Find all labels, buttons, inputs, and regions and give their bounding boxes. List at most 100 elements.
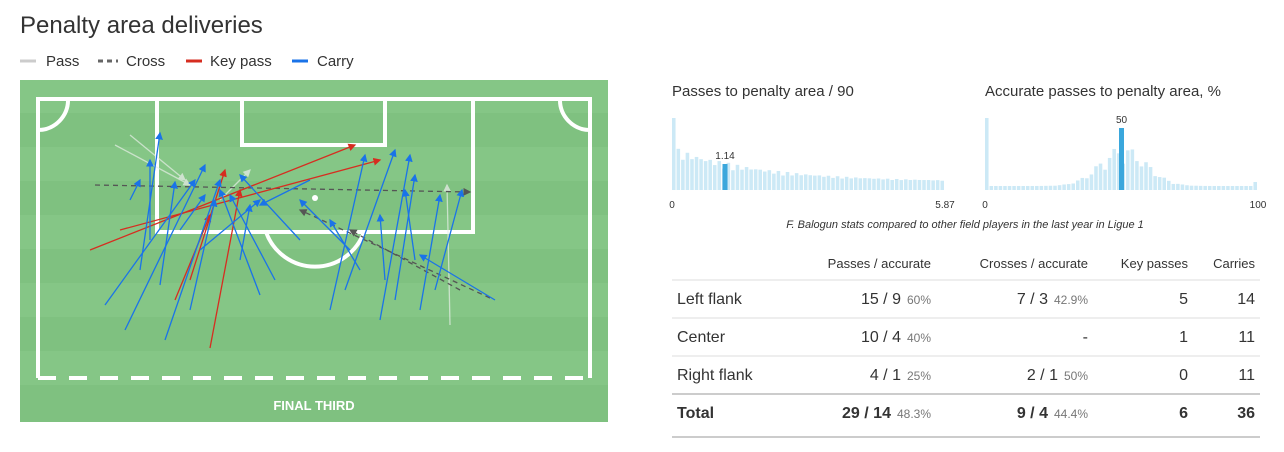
hist-bar [863,178,867,190]
hist-bar [917,179,922,190]
hist-bar [1085,178,1089,190]
hist-bar [1135,161,1139,190]
hist-value: 50 [1116,115,1128,126]
cell-value: 15 / 9 [861,291,901,308]
cell-percent: 42.9% [1054,293,1088,307]
hist-bar [1226,185,1230,190]
hist-bar [1112,148,1116,190]
hist-bar [931,180,935,190]
hist-bar [908,180,913,190]
cell: 5 [1179,291,1188,308]
column-header: Passes / accurate [828,256,931,271]
hist-bar [985,118,989,190]
hist-bar [1035,185,1039,190]
cell: 6 [1179,405,1188,422]
hist-bar [726,162,731,190]
legend-label: Cross [126,53,165,70]
hist-bar [885,178,890,190]
legend: Pass Cross Key pass Carry [20,53,354,70]
hist-bar [1039,185,1044,190]
hist-value: 1.14 [715,151,735,162]
cell: 4 / 1 25% [870,367,931,384]
cell-value: 2 / 1 [1027,367,1058,384]
cell-percent: 48.3% [897,407,931,421]
cell-value: 7 / 3 [1017,291,1048,308]
cell: 14 [1237,291,1255,308]
hist-bar [1157,177,1162,190]
row-label: Total [677,405,714,422]
hist-bar [840,178,844,190]
hist-bar [794,173,799,190]
cell-percent: 44.4% [1054,407,1088,421]
hist-bar [926,180,931,190]
row-label: Center [677,329,726,346]
title: Penalty area deliveries [20,12,263,39]
hist-bar [1198,185,1203,190]
hist-bar [1025,185,1030,190]
hist-bar [1076,180,1080,190]
hist-bar [1221,185,1226,190]
hist-bar [1167,180,1171,190]
hist-max: 100 [1250,200,1267,211]
hist-bar [1089,174,1094,190]
row-label: Left flank [677,291,743,308]
hist-bar [1176,183,1180,190]
hist-bar [835,176,840,190]
hist-bar [1062,184,1066,190]
hist-bar [1194,185,1198,190]
hist-bar [1207,185,1212,190]
legend-label: Pass [46,53,79,70]
hist-bar [913,179,917,190]
table: Passes / accurate Crosses / accurate Key p… [672,256,1260,438]
hist-bar [1103,169,1107,190]
hist-bar [872,178,876,190]
column-header: Carries [1213,256,1255,271]
hist-bar [1012,185,1016,190]
hist-bar [799,175,803,190]
hist-bar [1180,184,1185,190]
hist-bar [1230,185,1235,190]
hist-max: 5.87 [935,200,955,211]
hist-bar [867,178,872,190]
hist-bar [1021,185,1025,190]
hist-bar [994,185,998,190]
hist-bar [1253,182,1257,190]
hist-min: 0 [669,200,675,211]
cell-percent: 40% [907,331,931,345]
hist-bar [749,169,753,190]
hist-bar [876,178,881,190]
hist-bar [776,170,781,190]
hist-bar [1235,185,1239,190]
hist-bar [849,178,853,190]
hist-bar [1185,185,1189,190]
hist-bar [1248,185,1253,190]
hist-bar [904,179,908,190]
hist-bar [831,177,835,190]
hist-bar [1030,185,1035,190]
cell: 15 / 9 60% [861,291,931,308]
cell: 7 / 3 42.9% [1017,291,1088,308]
hist-bar [881,179,885,190]
pitch: FINAL THIRD [20,80,608,422]
hist-bar [1044,185,1048,190]
cell: 10 / 4 40% [861,329,931,346]
hist-bar [1244,185,1248,190]
legend-label: Carry [317,53,354,70]
hist-bar [858,178,863,190]
hist-bar [1098,163,1103,190]
cell-percent: 50% [1064,369,1088,383]
hist-bar [763,171,767,190]
hist-bar [894,178,899,190]
hist-bar [740,169,744,190]
hist-bar [899,180,904,190]
hist-bar [1016,185,1021,190]
cell: 2 / 1 50% [1027,367,1088,384]
cell-percent: 60% [907,293,931,307]
hist-bar [676,148,681,190]
hist-bar [690,159,694,190]
cell-value: 9 / 4 [1017,405,1048,422]
hist-bar [717,161,722,190]
hist-bar [1162,177,1166,190]
column-header: Key passes [1121,256,1189,271]
